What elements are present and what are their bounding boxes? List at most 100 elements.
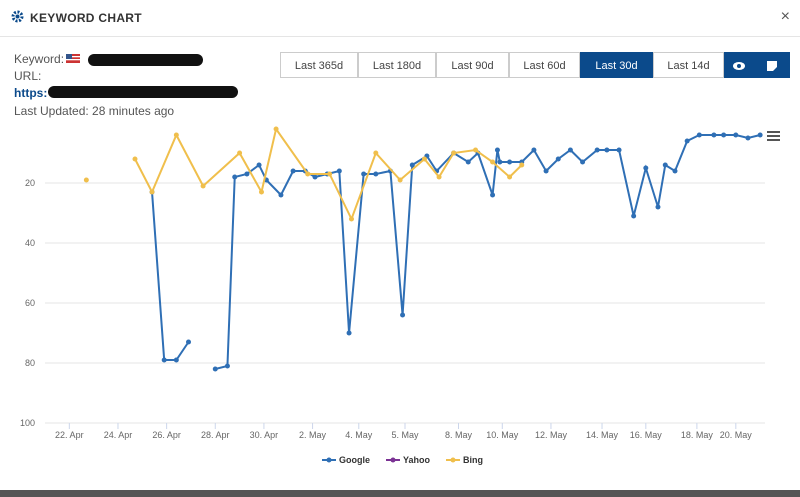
point [451,150,457,156]
point [672,168,678,174]
range-button[interactable]: Last 180d [358,52,436,78]
point [490,192,496,198]
point [258,189,264,195]
point [200,183,206,189]
legend-marker [390,457,396,463]
point [519,162,525,168]
x-tick-label: 28. Apr [201,430,230,440]
point [161,357,167,363]
view-button[interactable] [724,52,754,78]
point [436,174,442,180]
point [232,174,238,180]
point [567,147,573,153]
point [507,174,513,180]
point [497,159,503,165]
point [465,159,471,165]
redacted [48,86,238,98]
range-button[interactable]: Last 60d [509,52,580,78]
legend-label: Google [339,455,370,465]
point [132,156,138,162]
point [173,132,179,138]
point [361,171,367,177]
legend-item[interactable]: Bing [446,455,483,465]
x-tick-label: 14. May [586,430,619,440]
point [244,171,250,177]
gear-icon [11,10,24,23]
x-tick-label: 16. May [630,430,663,440]
point [421,156,427,162]
point [346,330,352,336]
y-tick-label: 20 [25,178,35,188]
close-button[interactable]: × [780,8,790,25]
point [237,150,243,156]
x-tick-label: 12. May [535,430,568,440]
y-tick-label: 80 [25,358,35,368]
point [643,165,649,171]
note-button[interactable] [754,52,790,78]
point [336,168,342,174]
point [273,126,279,132]
point [616,147,622,153]
point [278,192,284,198]
point [543,168,549,174]
point [745,135,751,141]
point [312,174,318,180]
point [256,162,262,168]
range-button[interactable]: Last 14d [653,52,724,78]
menu-icon[interactable] [767,131,780,141]
x-tick-label: 8. May [445,430,473,440]
legend-item[interactable]: Google [322,455,370,465]
point [400,312,406,318]
point [290,168,296,174]
x-tick-label: 2. May [299,430,327,440]
point [604,147,610,153]
eye-icon [733,62,745,70]
legend-label: Bing [463,455,483,465]
x-tick-label: 18. May [681,430,714,440]
keyword-label: Keyword: [14,52,65,66]
point [173,357,179,363]
point [494,147,500,153]
range-button[interactable]: Last 90d [436,52,509,78]
x-tick-label: 22. Apr [55,430,84,440]
point [305,171,311,177]
point [555,156,561,162]
point [348,216,354,222]
chart: 20 40 60 80 100 22. Apr 24. Apr 26. Apr 28. Apr 3… [20,126,780,465]
legend-marker [326,457,332,463]
point [83,177,89,183]
point [684,138,690,144]
flag-icon [66,54,80,63]
url-label: URL: [14,69,42,83]
legend-item[interactable]: Yahoo [386,455,431,465]
header: KEYWORD CHART × [0,0,800,37]
point [212,366,218,372]
series-line [151,134,761,370]
point [507,159,513,165]
y-tick-label: 40 [25,238,35,248]
range-button[interactable]: Last 30d [580,52,653,78]
redacted [88,54,203,66]
point [490,159,496,165]
point [655,204,661,210]
point [397,177,403,183]
point [149,189,155,195]
x-tick-label: 4. May [345,430,373,440]
point [594,147,600,153]
x-tick-label: 24. Apr [104,430,133,440]
point [721,132,727,138]
point [473,147,479,153]
url-prefix: https: [14,86,48,100]
point [711,132,717,138]
point [224,363,230,369]
point [733,132,739,138]
legend-label: Yahoo [403,455,431,465]
x-tick-label: 5. May [391,430,419,440]
point [186,339,192,345]
point [409,162,415,168]
point [373,171,379,177]
range-button[interactable]: Last 365d [280,52,358,78]
point [580,159,586,165]
point [373,150,379,156]
